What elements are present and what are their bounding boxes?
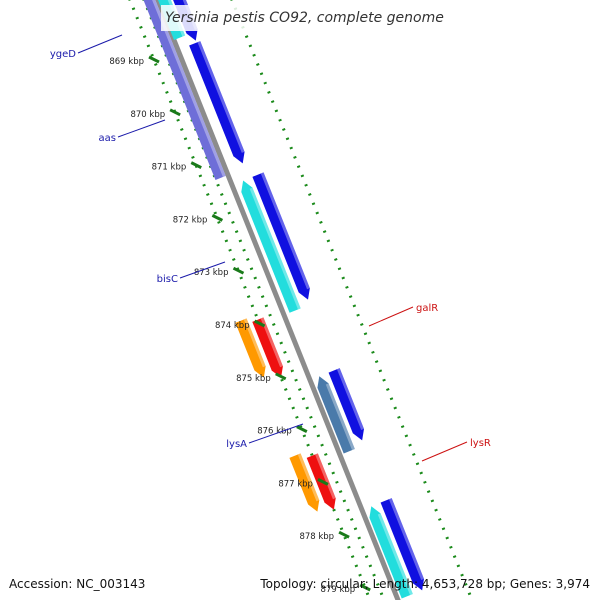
tick-mark-2 — [190, 161, 202, 169]
genome-summary: Topology: circular; Length: 4,653,728 bp… — [260, 577, 590, 591]
gene-minus-4 — [317, 376, 355, 454]
tick-mark-7 — [296, 425, 308, 433]
leader-lysR — [421, 441, 468, 462]
leader-bisC — [179, 261, 226, 279]
tick-mark-6 — [275, 372, 287, 381]
accession-label: Accession: NC_003143 — [9, 577, 146, 591]
gene-minus-5 — [369, 506, 413, 599]
genome-backbone — [155, 0, 401, 600]
rail-dots-right — [230, 0, 474, 600]
tick-label-1: 870 kbp — [130, 110, 165, 120]
gene-label-aas: aas — [99, 133, 116, 144]
gene-galR-a-highlight — [260, 317, 283, 368]
leader-aas — [117, 119, 166, 138]
gene-minus-4-highlight — [325, 383, 355, 451]
tick-label-9: 878 kbp — [299, 532, 334, 542]
gene-plus-4-body — [328, 368, 364, 441]
gene-label-galR: galR — [416, 303, 438, 314]
tick-mark-4 — [232, 266, 245, 275]
gene-plus-2-body — [189, 41, 245, 164]
map-title: Yersinia pestis CO92, complete genome — [161, 5, 448, 31]
tick-mark-5 — [253, 319, 266, 328]
gene-plus-4-highlight — [336, 368, 364, 430]
gene-label-bisC: bisC — [157, 274, 178, 285]
leader-lysA — [248, 423, 304, 444]
tick-label-4: 873 kbp — [194, 268, 229, 278]
tick-mark-3 — [211, 214, 224, 222]
gene-galR-b-highlight — [243, 318, 266, 368]
tick-label-10: 879 kbp — [321, 585, 356, 595]
tick-mark-8 — [317, 478, 329, 486]
gene-plus-5-body — [380, 498, 424, 591]
gene-label-ygeD: ygeD — [50, 49, 76, 60]
tick-label-3: 872 kbp — [173, 215, 208, 225]
gene-galR-b-body — [235, 318, 266, 378]
gene-label-lysR: lysR — [470, 438, 491, 449]
gene-minus-4-body — [317, 376, 355, 454]
gene-features — [137, 0, 424, 599]
gene-galR-a — [252, 317, 283, 378]
gene-labels: ygeD aas bisC lysA galR lysR — [50, 34, 491, 462]
position-dots — [128, 0, 474, 600]
tick-label-7: 876 kbp — [257, 427, 292, 437]
gene-minus-3-body — [241, 180, 301, 313]
gene-lysR-b-body — [289, 453, 320, 512]
gene-plus-5-highlight — [388, 498, 424, 580]
tick-label-2: 871 kbp — [152, 163, 187, 173]
tick-mark-10 — [359, 583, 371, 592]
tick-mark-9 — [338, 530, 350, 539]
leader-galR — [368, 306, 414, 327]
gene-galR-a-body — [252, 317, 283, 378]
gene-lysR-b — [289, 453, 320, 512]
gene-galR-b — [235, 318, 266, 378]
gene-plus-4 — [328, 368, 364, 441]
tick-label-0: 869 kbp — [109, 57, 144, 67]
rail-dots-left — [128, 0, 372, 600]
kbp-ticks: 869 kbp 870 kbp 871 kbp 872 kbp 873 kbp 874 k… — [109, 55, 371, 595]
backbone-line — [155, 0, 401, 600]
gene-label-lysA: lysA — [226, 439, 247, 450]
gene-plus-3-highlight — [260, 172, 310, 290]
leader-ygeD — [77, 34, 123, 54]
gene-plus-2 — [189, 41, 245, 164]
gene-minus-5-body — [369, 506, 413, 599]
tick-label-5: 874 kbp — [215, 321, 250, 331]
gene-plus-3 — [252, 172, 310, 300]
gene-lysR-b-highlight — [297, 453, 320, 502]
tick-mark-0 — [148, 55, 160, 64]
tick-mark-1 — [169, 108, 181, 117]
gene-minus-3-highlight — [249, 187, 301, 310]
gene-minus-2-body — [137, 0, 226, 181]
gene-plus-2-highlight — [197, 41, 245, 153]
tick-label-8: 877 kbp — [278, 479, 313, 489]
tick-label-6: 875 kbp — [236, 374, 271, 384]
gene-minus-3 — [241, 180, 301, 313]
gene-plus-5 — [380, 498, 424, 591]
rail-dots-inner — [142, 0, 386, 600]
gene-plus-3-body — [252, 172, 310, 300]
gene-minus-5-highlight — [377, 513, 413, 596]
gene-lysR-a-highlight — [315, 453, 336, 500]
